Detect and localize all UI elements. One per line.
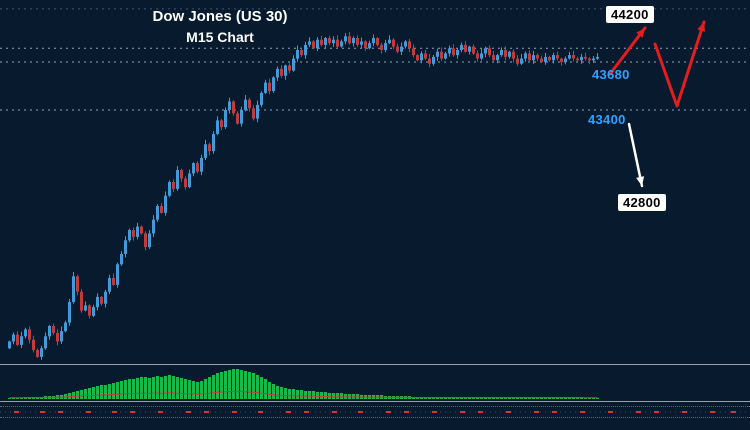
chart-title-line1: Dow Jones (US 30)	[152, 8, 288, 25]
spread-panel-lower-dotted-line	[0, 417, 750, 418]
price-target-down-label: 42800	[618, 194, 666, 211]
volume-layer	[8, 369, 599, 399]
bullish-arrow-1	[608, 26, 647, 76]
bullish-arrow-2	[653, 20, 706, 108]
panel-separator-volume-spread	[0, 401, 750, 402]
spread-layer	[0, 411, 750, 413]
price-target-up-label: 44200	[606, 6, 654, 23]
price-level-43400-label: 43400	[588, 112, 626, 127]
candles-layer	[8, 32, 599, 360]
price-level-43680-label: 43680	[592, 67, 630, 82]
bearish-arrow	[627, 122, 644, 188]
arrows-layer	[608, 20, 706, 188]
spread-panel-upper-dotted-line	[0, 406, 750, 407]
chart-title-line2: M15 Chart	[186, 29, 254, 45]
grid-layer	[0, 8, 750, 111]
panel-separator-main-volume	[0, 364, 750, 365]
chart-title: Dow Jones (US 30) M15 Chart	[115, 6, 325, 47]
